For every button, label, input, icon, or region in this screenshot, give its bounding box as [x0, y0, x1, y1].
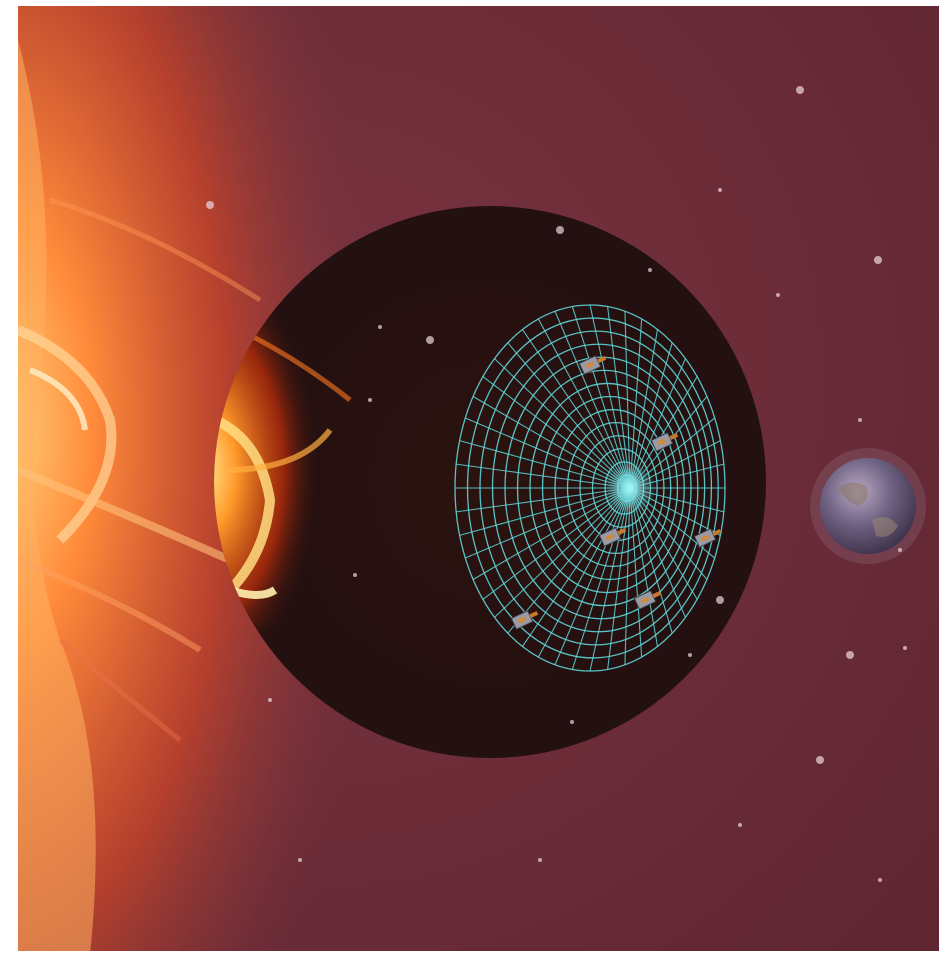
mesh-spoke — [482, 376, 631, 489]
mesh-spoke — [554, 487, 631, 665]
star — [716, 596, 724, 604]
star — [368, 398, 372, 402]
star — [298, 858, 302, 862]
mesh-spoke — [482, 487, 631, 600]
background-stars — [206, 86, 907, 882]
mesh-spoke — [624, 487, 631, 665]
mesh-spoke — [494, 358, 631, 489]
star — [874, 256, 882, 264]
star — [688, 653, 692, 657]
star — [353, 573, 357, 577]
mesh-spoke — [537, 487, 631, 658]
mesh-spoke — [629, 329, 659, 489]
star — [426, 336, 434, 344]
satellite-icon — [633, 590, 662, 610]
satellite-icon — [510, 610, 539, 630]
mesh-spoke — [607, 306, 631, 489]
star — [718, 188, 722, 192]
mesh-spoke — [571, 306, 631, 489]
mesh-spoke — [459, 487, 631, 536]
satellite-icons — [510, 355, 722, 630]
star — [858, 418, 862, 422]
star — [846, 651, 854, 659]
mesh-spoke — [507, 487, 631, 634]
mesh-spoke — [465, 417, 631, 489]
star — [206, 201, 214, 209]
star — [268, 698, 272, 702]
mesh-spoke — [624, 311, 631, 489]
star — [538, 858, 542, 862]
mesh-spoke — [537, 318, 631, 489]
mesh-spoke — [607, 487, 631, 670]
mesh-spoke — [629, 487, 659, 647]
mesh-spoke — [459, 440, 631, 489]
star — [816, 756, 824, 764]
mesh-spoke — [629, 487, 643, 658]
satellite-icon — [650, 432, 679, 452]
earth-planet — [810, 448, 926, 564]
concentric-mesh-disk — [454, 304, 726, 672]
mesh-spoke — [472, 487, 631, 580]
mesh-spoke — [589, 487, 631, 672]
mesh-spoke — [522, 329, 631, 489]
mesh-spoke — [522, 487, 631, 647]
mesh-spoke — [456, 487, 631, 513]
star — [878, 878, 882, 882]
star — [648, 268, 652, 272]
mesh-spoke — [494, 487, 631, 618]
mesh-spoke — [465, 487, 631, 559]
mesh-spoke — [629, 318, 643, 489]
star — [903, 646, 907, 650]
star — [570, 720, 574, 724]
mesh-spoke — [472, 396, 631, 489]
star — [776, 293, 780, 297]
satellite-icon — [578, 355, 607, 375]
satellite-icon — [598, 527, 627, 547]
star — [378, 325, 382, 329]
mesh-hub — [604, 462, 656, 514]
mesh-spoke — [507, 342, 631, 489]
star — [738, 823, 742, 827]
star — [796, 86, 804, 94]
mesh-spoke — [571, 487, 631, 670]
mesh-spoke — [589, 304, 631, 489]
satellite-icon — [693, 528, 722, 548]
mesh-spoke — [456, 463, 631, 489]
star — [898, 548, 902, 552]
star — [556, 226, 564, 234]
mesh-spoke — [554, 311, 631, 489]
